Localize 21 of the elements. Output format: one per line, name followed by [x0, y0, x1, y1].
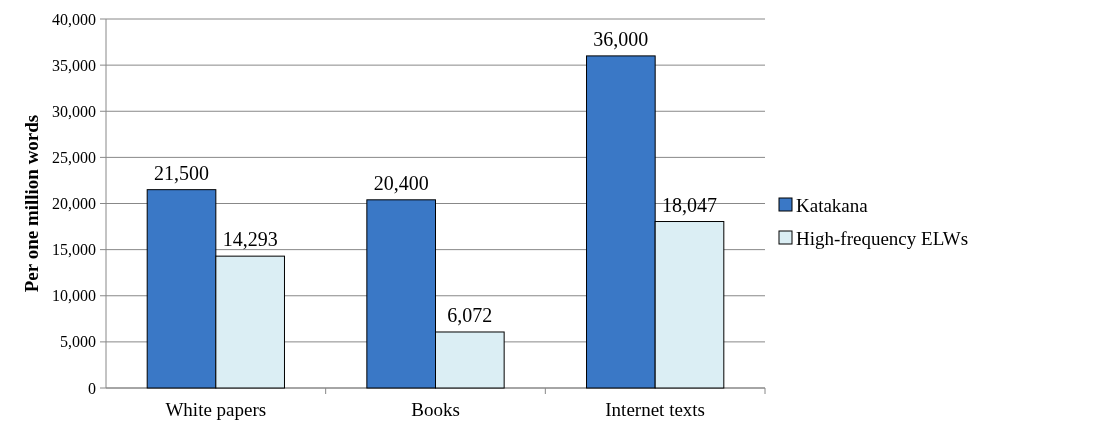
- y-tick-label: 15,000: [52, 241, 96, 259]
- y-tick-label: 10,000: [52, 287, 96, 305]
- data-label: 36,000: [593, 27, 649, 50]
- data-label: 18,047: [661, 193, 717, 216]
- data-label: 6,072: [447, 303, 493, 326]
- legend-label: High-frequency ELWs: [796, 227, 969, 249]
- y-tick-label: 0: [88, 379, 96, 397]
- x-tick-label: White papers: [165, 399, 267, 420]
- y-axis-title: Per one million words: [21, 114, 42, 293]
- legend-label: Katakana: [796, 194, 869, 216]
- y-tick-label: 30,000: [52, 102, 96, 120]
- x-tick-label: Books: [411, 399, 460, 420]
- y-tick-label: 20,000: [52, 195, 96, 213]
- y-tick-label: 40,000: [52, 10, 96, 28]
- y-tick-label: 35,000: [52, 56, 96, 74]
- y-tick-label: 25,000: [52, 148, 96, 166]
- y-tick-label: 5,000: [60, 333, 96, 351]
- x-tick-label: Internet texts: [605, 399, 706, 420]
- data-label: 14,293: [222, 228, 278, 251]
- data-label: 21,500: [154, 161, 210, 184]
- data-label: 20,400: [373, 171, 429, 194]
